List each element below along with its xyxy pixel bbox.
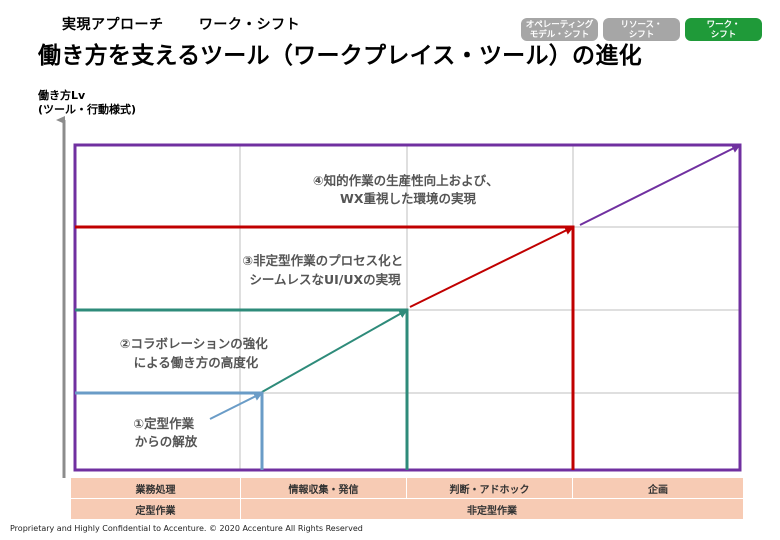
stage-3-arrow <box>409 226 574 308</box>
task-type-row: 定型作業 非定型作業 <box>71 499 743 519</box>
stage-3-label: ③非定型作業のプロセス化と シームレスなUI/UXの実現 <box>243 253 408 287</box>
stage-1-arrow <box>209 392 263 420</box>
subsection-title: ワーク・シフト <box>198 17 301 33</box>
stage-1-frame <box>75 391 264 470</box>
section-label: 実現アプローチ ワーク・シフト <box>62 14 300 34</box>
stage-4-arrow <box>579 144 741 226</box>
nav-pill-resource[interactable]: リソース・ シフト <box>603 18 680 41</box>
task-category-cell: 企画 <box>648 484 668 496</box>
stage-2-frame <box>75 308 409 470</box>
nav-pill-operating-model[interactable]: オペレーティング モデル・シフト <box>521 18 598 41</box>
page-title: 働き方を支えるツール（ワークプレイス・ツール）の進化 <box>38 43 642 69</box>
task-category-cell: 情報収集・発信 <box>241 478 407 498</box>
footer-copyright: Proprietary and Highly Confidential to A… <box>10 524 363 533</box>
shift-nav: オペレーティング モデル・シフト リソース・ シフト ワーク・ シフト <box>521 18 762 41</box>
y-axis-label: 働き方Lv (ツール・行動様式) <box>38 89 136 117</box>
section-title: 実現アプローチ <box>62 17 164 33</box>
task-category-cell: 業務処理 <box>71 478 241 498</box>
y-axis-label-line1: 働き方Lv <box>38 89 86 102</box>
stage-2-arrow <box>261 309 408 393</box>
task-category-row: 業務処理 情報収集・発信 判断・アドホック 企画 <box>71 478 743 498</box>
nav-pill-work[interactable]: ワーク・ シフト <box>685 18 762 41</box>
stage-1-label: ①定型作業 からの解放 <box>134 416 199 449</box>
stage-4-label: ④知的作業の生産性向上および、 WX重視した環境の実現 <box>313 173 503 206</box>
task-type-cell: 定型作業 <box>71 499 241 519</box>
task-category-cell: 判断・アドホック <box>407 478 573 498</box>
task-type-cell: 非定型作業 <box>467 505 517 517</box>
y-axis-label-line2: (ツール・行動様式) <box>38 103 137 116</box>
stage-2-label: ②コラボレーションの強化 による働き方の高度化 <box>120 336 272 370</box>
